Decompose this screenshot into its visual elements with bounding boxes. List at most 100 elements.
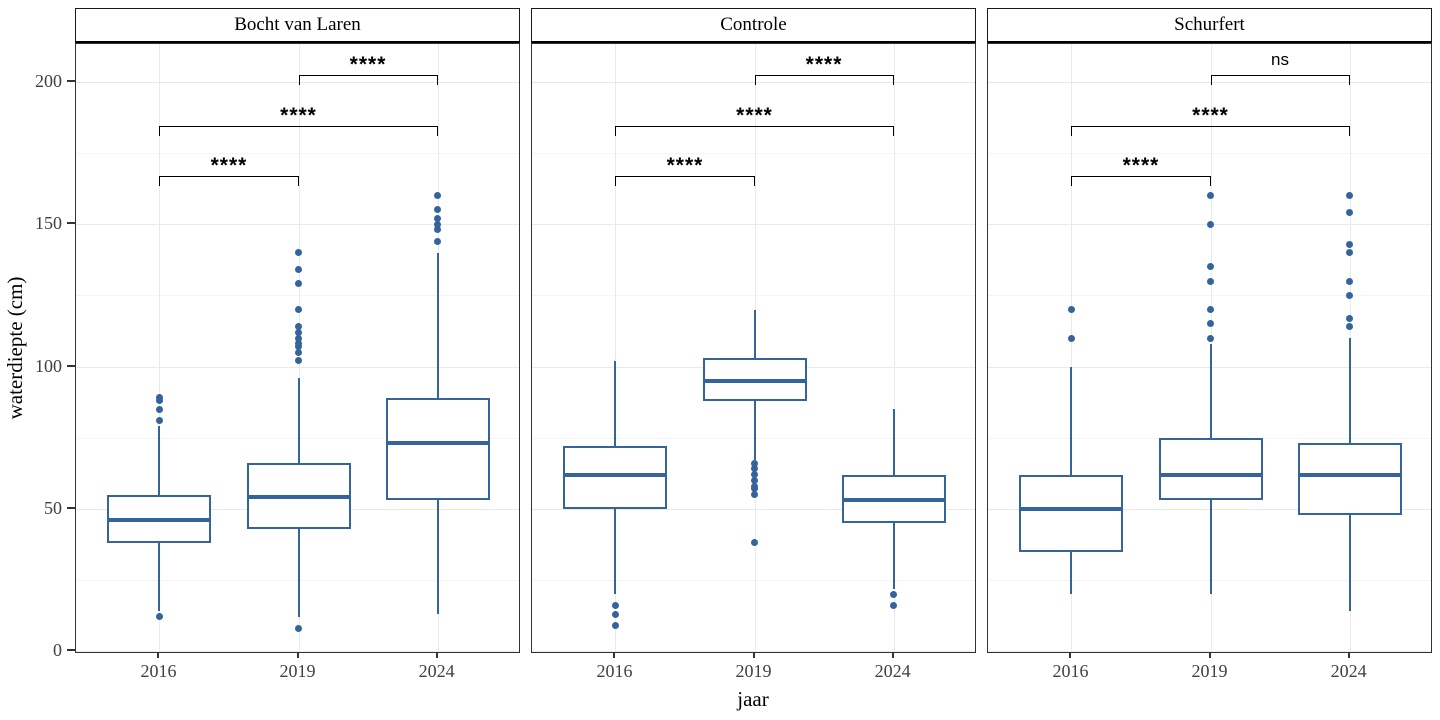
facet-panel: **** **** ns [987,43,1432,653]
outlier-dot [295,306,302,314]
outlier-dot [295,249,302,257]
facet-panel: **** **** **** [75,43,520,653]
x-tick-label: 2024 [418,661,455,681]
gridline-major-v [1071,44,1073,652]
outlier-dot [1207,277,1214,285]
facet-panel: **** **** **** [531,43,976,653]
gridline-minor-h [532,579,975,581]
y-tick-label: 0 [53,640,62,661]
outlier-dot [611,622,619,630]
outlier-dot [295,334,302,342]
significance-label: **** [805,52,843,76]
boxplot-median [841,498,946,503]
gridline-major-h [76,366,519,368]
gridline-minor-h [76,295,519,297]
gridline-major-h [532,651,975,653]
significance-bracket [1071,175,1211,186]
outlier-dot [434,220,442,228]
outlier-dot [751,459,758,467]
boxplot-median [702,378,807,383]
boxplot-median [246,495,351,500]
y-axis-title: waterdiepte (cm) [3,276,27,420]
outlier-dot [890,602,898,610]
outlier-dot [1207,220,1214,228]
outlier-dot [434,237,442,245]
gridline-major-h [532,81,975,83]
outlier-dot [1346,240,1354,248]
x-axis-title: jaar [737,687,769,711]
boxplot-median [563,472,668,477]
outlier-dot [751,539,758,547]
x-tick-mark [157,653,160,658]
gridline-major-v [893,44,895,652]
significance-bracket [1071,125,1350,136]
significance-label: **** [1122,153,1160,177]
gridline-major-v [159,44,161,652]
x-tick-mark [1347,653,1350,658]
facet-strip: Controle [531,8,976,43]
y-tick-label: 50 [44,497,62,518]
gridline-minor-h [988,295,1431,297]
outlier-dot [155,394,163,402]
significance-label: ns [1271,49,1290,69]
boxplot-median [1158,472,1263,477]
x-tick-label: 2024 [874,661,911,681]
x-tick-label: 2019 [735,661,772,681]
x-tick-mark [435,653,438,658]
x-tick-label: 2019 [279,661,316,681]
gridline-major-h [532,224,975,226]
gridline-minor-h [988,153,1431,155]
y-tick-mark [67,649,75,652]
x-tick-label: 2016 [1052,661,1089,681]
outlier-dot [295,340,302,348]
outlier-dot [434,192,442,200]
x-tick-mark [613,653,616,658]
boxplot-median [1019,506,1124,511]
outlier-dot [434,226,442,234]
outlier-dot [295,328,302,336]
facet-strip: Schurfert [987,8,1432,43]
outlier-dot [611,602,619,610]
outlier-dot [295,348,302,356]
outlier-dot [155,405,163,413]
gridline-minor-h [76,153,519,155]
boxplot-median [1297,472,1402,477]
y-tick-mark [67,364,75,367]
outlier-dot [1207,192,1214,200]
outlier-dot [1207,320,1214,328]
outlier-dot [1207,334,1214,342]
significance-bracket [615,125,894,136]
gridline-major-h [988,651,1431,653]
x-tick-mark [1069,653,1072,658]
outlier-dot [434,214,442,222]
x-tick-label: 2024 [1330,661,1367,681]
outlier-dot [155,613,163,621]
significance-label: **** [666,153,704,177]
gridline-major-h [76,81,519,83]
boxplot-box [385,397,490,501]
significance-label: **** [349,52,387,76]
significance-label: **** [280,103,317,127]
outlier-dot [295,357,302,365]
y-tick-label: 150 [35,213,62,234]
outlier-dot [751,476,758,484]
significance-bracket [159,175,299,186]
facet-strip: Bocht van Laren [75,8,520,43]
x-tick-mark [296,653,299,658]
gridline-major-v [615,44,617,652]
significance-bracket [298,74,438,85]
significance-bracket [1210,74,1350,85]
outlier-dot [751,465,758,473]
boxplot-box [1019,474,1124,552]
boxplot-box [1158,437,1263,501]
outlier-dot [1346,323,1354,331]
outlier-dot [751,485,758,493]
outlier-dot [1067,306,1075,314]
gridline-major-h [76,651,519,653]
outlier-dot [890,590,898,598]
x-tick-label: 2016 [140,661,177,681]
outlier-dot [295,323,302,331]
gridline-minor-h [532,153,975,155]
x-tick-label: 2019 [1191,661,1228,681]
y-tick-mark [67,506,75,509]
